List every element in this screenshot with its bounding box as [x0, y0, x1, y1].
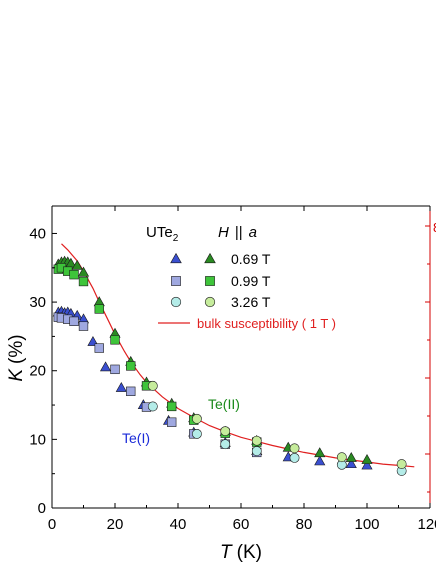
te1-triangle-point [115, 381, 127, 392]
x-tick-label: 80 [296, 516, 313, 533]
x-tick-label: 0 [48, 516, 56, 533]
te1-triangle-point [87, 335, 99, 346]
te2-circle-point [289, 443, 300, 454]
legend: UTe2 H || a 0.69 T 0.99 T 3.26 T bulk suscep… [146, 224, 336, 331]
te1-square-point [69, 316, 79, 326]
te2-circle-point [251, 435, 262, 446]
te1-square-point [94, 343, 104, 353]
legend-rows: 0.69 T 0.99 T 3.26 T [170, 251, 271, 310]
ticks: 0 20 40 60 80 100 120 0 10 20 30 40 8 [29, 206, 436, 533]
te1-square-point [126, 386, 136, 396]
x-axis-label: T (K) [220, 542, 262, 563]
te1-square-point [167, 417, 177, 427]
legend-te2-square-marker [205, 276, 215, 286]
te1-triangle-point [361, 459, 373, 470]
te2-triangle-point [71, 259, 83, 270]
legend-line-label: bulk susceptibility ( 1 T ) [197, 316, 336, 331]
te2-square-point [94, 304, 104, 314]
legend-row-label: 3.26 T [231, 294, 271, 310]
te1-square-point [110, 364, 120, 375]
x-tick-label: 40 [170, 516, 187, 533]
x-tick-label: 60 [233, 516, 250, 533]
y-axis-label: K(%) [6, 334, 27, 381]
te1-triangle-point [345, 458, 357, 469]
te1-circle-point [220, 439, 231, 450]
x-tick-label: 100 [354, 516, 379, 533]
te2-triangle-point [361, 454, 373, 464]
te1-circle-point [191, 428, 202, 439]
te2-square-point [78, 276, 89, 287]
legend-te1-triangle-marker [170, 252, 182, 264]
te2-square-point [69, 269, 79, 280]
te2-square-point [126, 361, 136, 371]
te2-circle-point [396, 459, 407, 469]
plot-area [52, 243, 415, 476]
y-tick-label: 0 [38, 500, 46, 517]
y-tick-label: 30 [29, 294, 46, 311]
legend-te1-circle-marker [170, 296, 182, 308]
te2-circle-point [220, 426, 231, 437]
te2-triangle-point [77, 266, 90, 277]
legend-field: H || a [218, 224, 257, 241]
te2-square-point [167, 401, 177, 412]
te2-annotation: Te(II) [208, 396, 240, 412]
te2-triangle-point [314, 447, 326, 458]
te1-circle-point [147, 401, 158, 412]
x-tick-label: 20 [107, 516, 124, 533]
te1-triangle-point [99, 361, 112, 372]
te1-square-point [78, 321, 89, 331]
right-tick-label: 8 [433, 220, 436, 235]
x-tick-label: 120 [417, 516, 436, 533]
legend-row-label: 0.99 T [231, 273, 271, 289]
y-tick-label: 40 [29, 225, 46, 242]
legend-te1-square-marker [171, 276, 181, 286]
y-tick-label: 20 [29, 363, 46, 380]
te2-triangle-point [345, 451, 357, 462]
te1-annotation: Te(I) [122, 430, 150, 446]
te2-square-point [110, 335, 120, 345]
legend-te2-circle-marker [204, 296, 216, 308]
legend-row-label: 0.69 T [231, 251, 271, 267]
te2-circle-point [191, 413, 202, 424]
te2-circle-point [336, 452, 347, 463]
te1-circle-point [289, 452, 300, 463]
te2-circle-point [147, 380, 158, 391]
legend-compound: UTe2 [146, 224, 179, 244]
te1-triangle-point [314, 455, 326, 466]
legend-te2-triangle-marker [204, 252, 216, 264]
y-tick-label: 10 [29, 431, 46, 448]
te1-circle-point [251, 446, 262, 456]
